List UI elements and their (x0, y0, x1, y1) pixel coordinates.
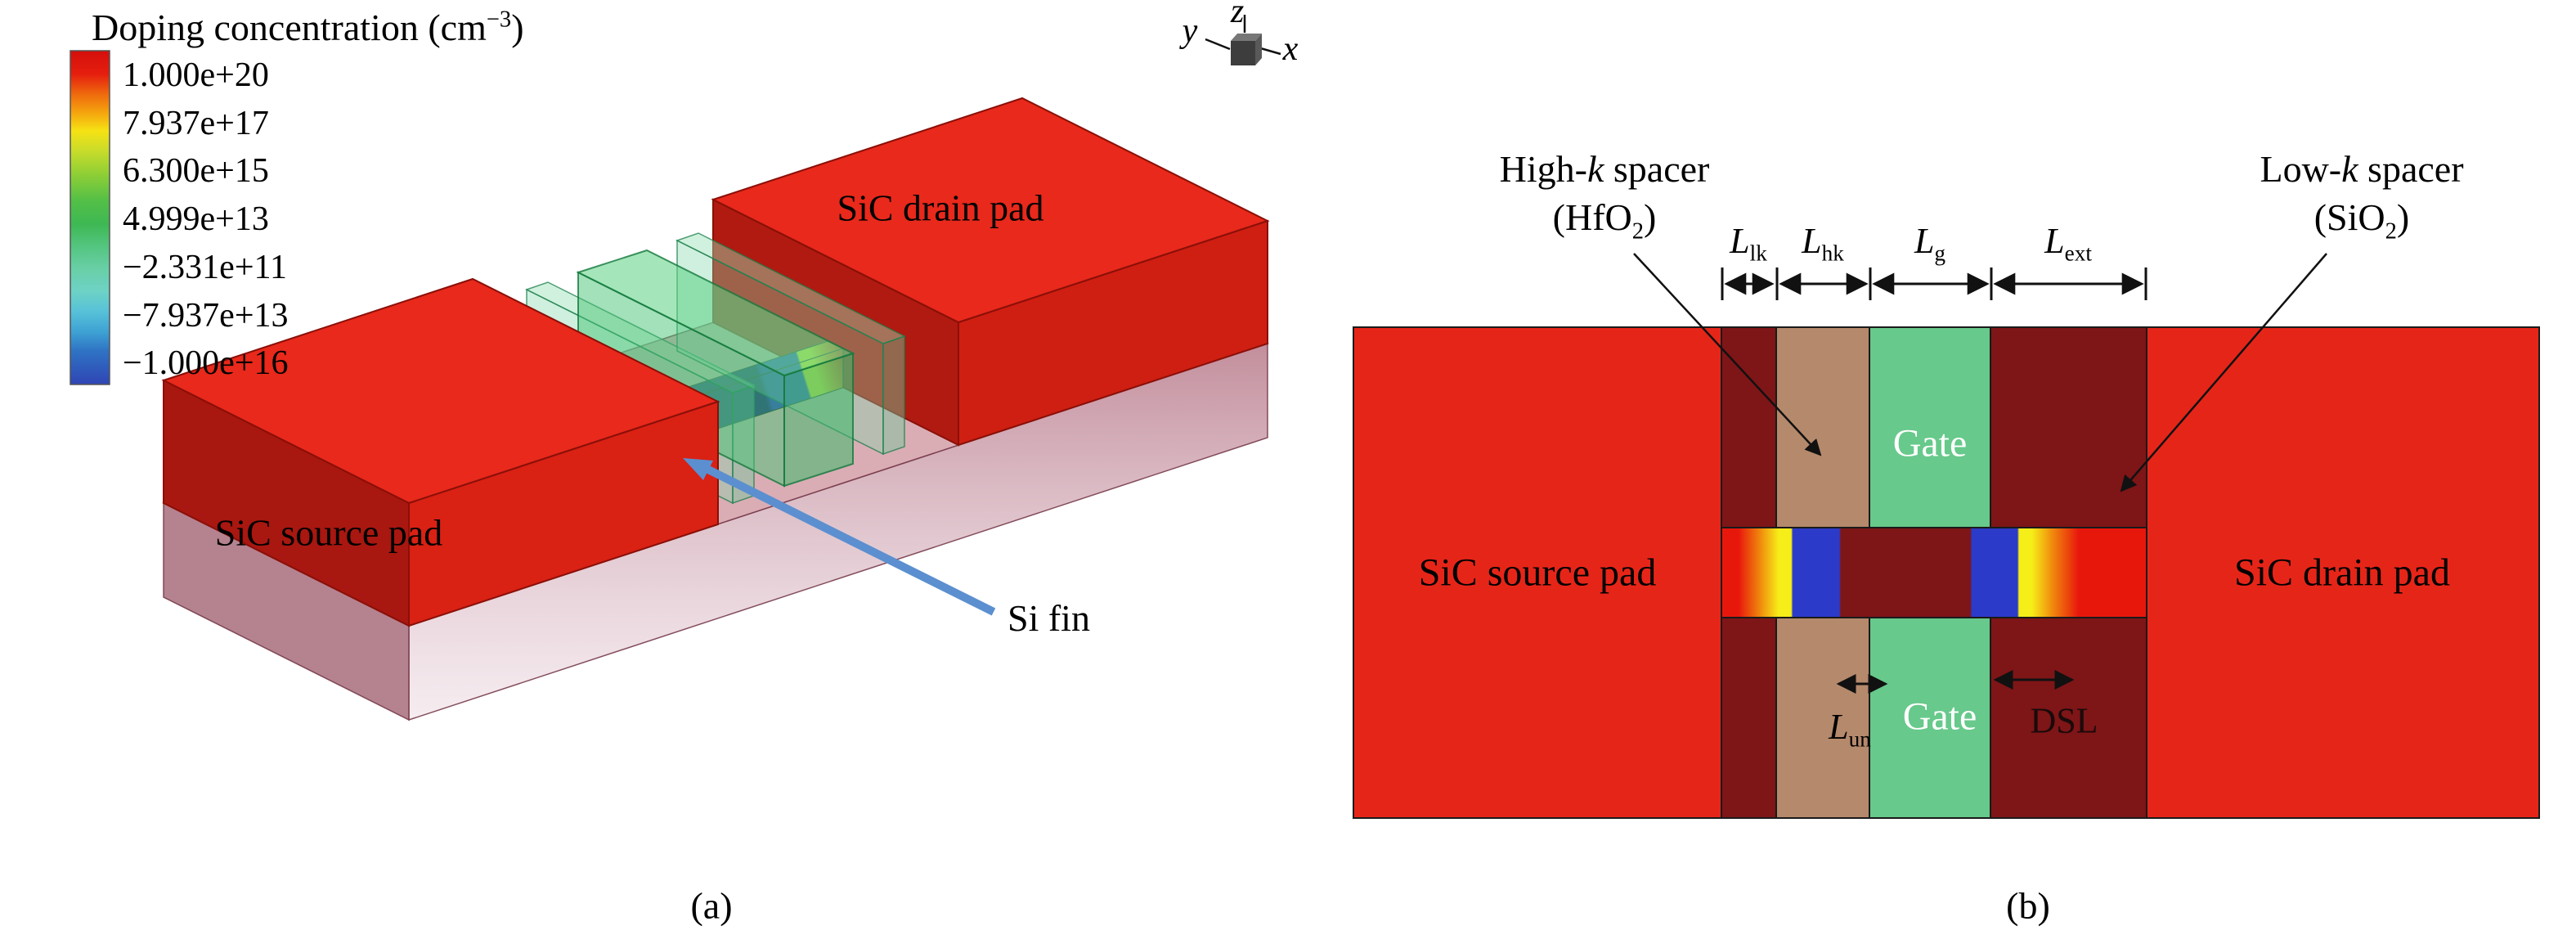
ext-spacer-column-bottom (1990, 617, 2147, 819)
cross-section-2d (1353, 253, 2540, 819)
drain-pad-3d (711, 97, 1270, 447)
source-pad-rect (1353, 326, 1722, 819)
high-k-spacer-label: High-k spacer (HfO2) (1499, 148, 1710, 245)
ext-spacer-column-top (1990, 326, 2147, 528)
legend-value: 7.937e+17 (123, 105, 269, 142)
legend-value: 6.300e+15 (123, 152, 269, 190)
gate-3d (576, 249, 855, 488)
legend-value: −2.331e+11 (123, 249, 287, 286)
source-pad-label-2d: SiC source pad (1418, 551, 1657, 595)
dim-label-lun: Lun (1829, 706, 1871, 752)
axis-x-label: x (1282, 29, 1299, 68)
dim-label-lext: Lext (2044, 220, 2092, 266)
low-k-spacer-label: Low-k spacer (SiO2) (2260, 148, 2464, 245)
legend-value: −1.000e+16 (123, 344, 289, 382)
doping-colorbar (70, 50, 110, 385)
caption-b: (b) (2006, 884, 2050, 927)
drain-pad-rect (2146, 326, 2540, 819)
low-k-spacer-column-bottom (1721, 617, 1777, 819)
gate-top-label: Gate (1892, 421, 1968, 465)
legend-value: 4.999e+13 (123, 200, 269, 238)
dim-label-lg: Lg (1914, 220, 1946, 266)
gate-bottom-label: Gate (1902, 695, 1977, 739)
si-fin-label: Si fin (1008, 597, 1090, 639)
source-pad-label-3d: SiC source pad (214, 511, 443, 554)
fin-channel-rect (1721, 527, 2147, 618)
axis-z-label: z (1230, 0, 1245, 30)
axis-cube-right (1255, 34, 1262, 65)
dimension-arrows (1721, 267, 2147, 300)
axis-cube-top (1231, 34, 1262, 41)
high-k-spacer-column-top (1775, 326, 1870, 528)
dim-label-llk: Llk (1730, 220, 1767, 266)
low-k-spacer-column-top (1721, 326, 1777, 528)
low-k-leader-arrow (2120, 253, 2327, 492)
legend-value: −7.937e+13 (123, 297, 289, 335)
drain-pad-label-2d: SiC drain pad (2234, 551, 2450, 595)
legend-value: 1.000e+20 (123, 56, 269, 94)
source-pad-3d (161, 277, 720, 627)
dsl-label: DSL (2030, 700, 2098, 741)
axis-y-label: y (1182, 11, 1198, 50)
device-3d (161, 97, 1270, 721)
axis-triad (1205, 15, 1281, 65)
legend-title: Doping concentration (cm−3) (92, 7, 524, 48)
drain-pad-label-3d: SiC drain pad (837, 187, 1044, 229)
caption-a: (a) (690, 884, 733, 927)
si-fin-arrow (683, 458, 996, 616)
axis-cube-front (1231, 41, 1255, 65)
dim-label-lhk: Lhk (1802, 220, 1844, 266)
high-k-leader-arrow (1633, 253, 1822, 456)
